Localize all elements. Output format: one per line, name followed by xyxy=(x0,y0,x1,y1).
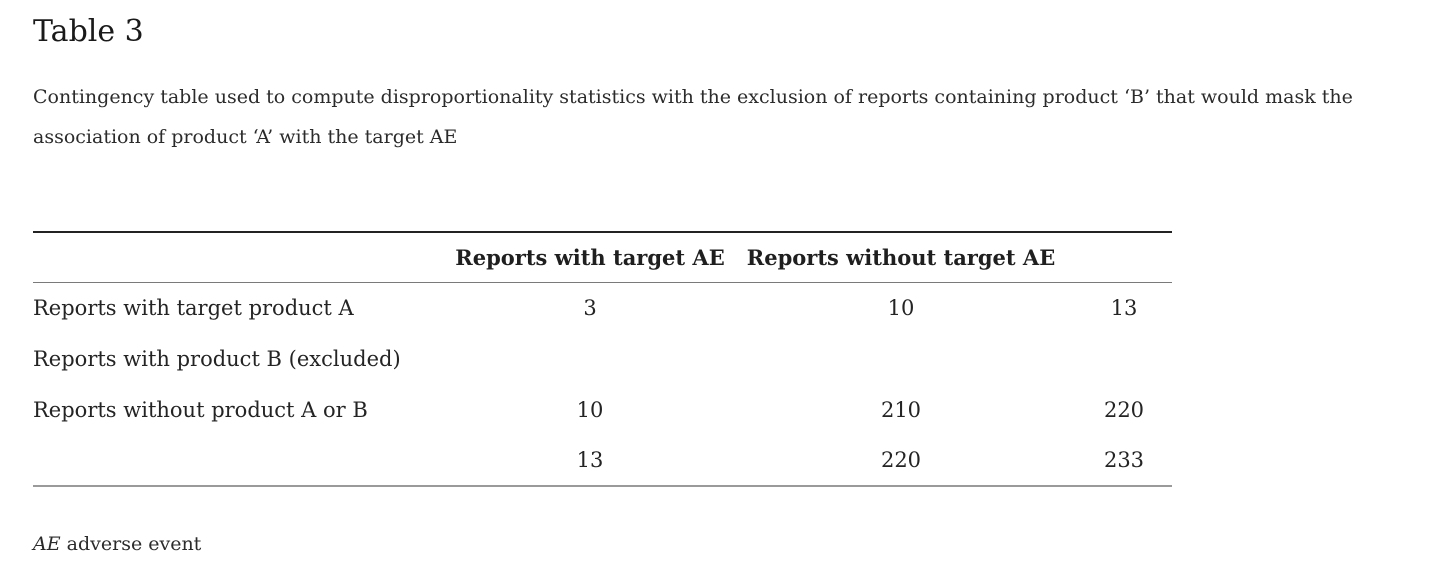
footnote-definition: adverse event xyxy=(66,533,202,555)
cell-value: 10 xyxy=(576,397,604,422)
table-row: Reports with target product A 3 10 13 xyxy=(33,282,1172,333)
row-label xyxy=(33,435,454,486)
table-caption: Contingency table used to compute dispro… xyxy=(33,86,1353,148)
header-cell-without-target-ae: Reports without target AE xyxy=(746,244,1056,270)
header-cell-with-target-ae: Reports with target AE xyxy=(455,244,725,270)
table-row: Reports with product B (excluded) xyxy=(33,333,1172,384)
cell-value: 13 xyxy=(1110,295,1138,320)
cell-value xyxy=(454,333,726,384)
table-body: Reports with target product A 3 10 13 Re… xyxy=(33,282,1172,486)
contingency-table: Reports with target AE Reports without t… xyxy=(33,231,1172,487)
cell-value: 220 xyxy=(1103,397,1145,422)
cell-value xyxy=(1076,333,1172,384)
header-cell-empty xyxy=(33,232,454,282)
table-footnote: AE adverse event xyxy=(33,533,201,555)
table-row-totals: 13 220 233 xyxy=(33,435,1172,486)
header-cell-total xyxy=(1076,232,1172,282)
row-label: Reports with product B (excluded) xyxy=(33,346,401,371)
cell-value: 3 xyxy=(583,295,597,320)
table-header: Reports with target AE Reports without t… xyxy=(33,232,1172,282)
table-row: Reports without product A or B 10 210 22… xyxy=(33,384,1172,435)
cell-value xyxy=(726,333,1076,384)
footnote-abbreviation: AE xyxy=(33,533,61,555)
row-label: Reports with target product A xyxy=(33,295,354,320)
header-row: Reports with target AE Reports without t… xyxy=(33,232,1172,282)
cell-value: 13 xyxy=(576,448,604,472)
cell-value: 10 xyxy=(887,295,915,320)
cell-value: 233 xyxy=(1103,448,1145,472)
row-label: Reports without product A or B xyxy=(33,397,368,422)
table-title: Table 3 xyxy=(33,14,144,49)
cell-value: 210 xyxy=(880,397,922,422)
cell-value: 220 xyxy=(880,448,922,472)
